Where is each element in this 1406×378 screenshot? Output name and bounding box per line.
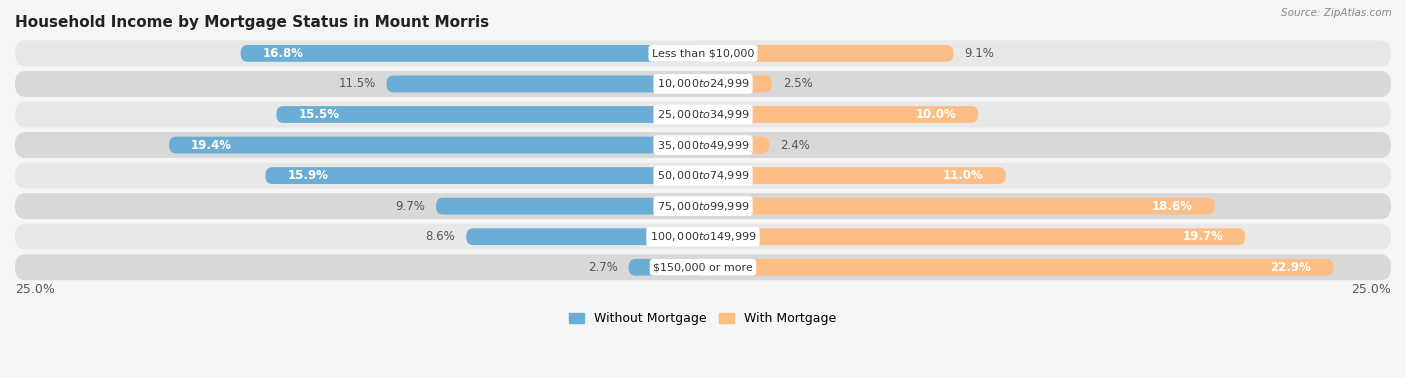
Text: $100,000 to $149,999: $100,000 to $149,999: [650, 230, 756, 243]
FancyBboxPatch shape: [15, 102, 1391, 127]
Text: 15.9%: 15.9%: [287, 169, 329, 182]
Text: $35,000 to $49,999: $35,000 to $49,999: [657, 139, 749, 152]
FancyBboxPatch shape: [436, 198, 703, 215]
FancyBboxPatch shape: [467, 228, 703, 245]
Text: 9.1%: 9.1%: [965, 47, 994, 60]
FancyBboxPatch shape: [266, 167, 703, 184]
FancyBboxPatch shape: [15, 193, 1391, 219]
Text: 19.7%: 19.7%: [1182, 230, 1223, 243]
FancyBboxPatch shape: [703, 167, 1005, 184]
FancyBboxPatch shape: [703, 136, 769, 153]
Text: 18.6%: 18.6%: [1152, 200, 1192, 213]
Text: 11.5%: 11.5%: [339, 77, 375, 90]
Text: 11.0%: 11.0%: [943, 169, 984, 182]
FancyBboxPatch shape: [703, 106, 979, 123]
FancyBboxPatch shape: [240, 45, 703, 62]
Text: 2.5%: 2.5%: [783, 77, 813, 90]
Text: 8.6%: 8.6%: [426, 230, 456, 243]
Text: 9.7%: 9.7%: [395, 200, 425, 213]
FancyBboxPatch shape: [703, 45, 953, 62]
Text: 15.5%: 15.5%: [298, 108, 339, 121]
FancyBboxPatch shape: [15, 132, 1391, 158]
Text: 2.7%: 2.7%: [588, 261, 617, 274]
FancyBboxPatch shape: [15, 71, 1391, 97]
Text: 19.4%: 19.4%: [191, 139, 232, 152]
Text: $50,000 to $74,999: $50,000 to $74,999: [657, 169, 749, 182]
Text: $10,000 to $24,999: $10,000 to $24,999: [657, 77, 749, 90]
FancyBboxPatch shape: [15, 254, 1391, 280]
Text: 2.4%: 2.4%: [780, 139, 810, 152]
FancyBboxPatch shape: [15, 40, 1391, 67]
FancyBboxPatch shape: [169, 136, 703, 153]
FancyBboxPatch shape: [703, 259, 1333, 276]
FancyBboxPatch shape: [277, 106, 703, 123]
FancyBboxPatch shape: [15, 163, 1391, 189]
Legend: Without Mortgage, With Mortgage: Without Mortgage, With Mortgage: [564, 307, 842, 330]
FancyBboxPatch shape: [628, 259, 703, 276]
Text: Less than $10,000: Less than $10,000: [652, 48, 754, 58]
FancyBboxPatch shape: [703, 198, 1215, 215]
Text: 22.9%: 22.9%: [1270, 261, 1312, 274]
FancyBboxPatch shape: [387, 76, 703, 92]
FancyBboxPatch shape: [703, 76, 772, 92]
Text: Household Income by Mortgage Status in Mount Morris: Household Income by Mortgage Status in M…: [15, 15, 489, 30]
Text: Source: ZipAtlas.com: Source: ZipAtlas.com: [1281, 8, 1392, 17]
Text: $25,000 to $34,999: $25,000 to $34,999: [657, 108, 749, 121]
FancyBboxPatch shape: [15, 224, 1391, 250]
Text: $75,000 to $99,999: $75,000 to $99,999: [657, 200, 749, 213]
Text: 16.8%: 16.8%: [263, 47, 304, 60]
Text: 25.0%: 25.0%: [15, 282, 55, 296]
Text: 25.0%: 25.0%: [1351, 282, 1391, 296]
FancyBboxPatch shape: [703, 228, 1246, 245]
Text: $150,000 or more: $150,000 or more: [654, 262, 752, 272]
Text: 10.0%: 10.0%: [915, 108, 956, 121]
